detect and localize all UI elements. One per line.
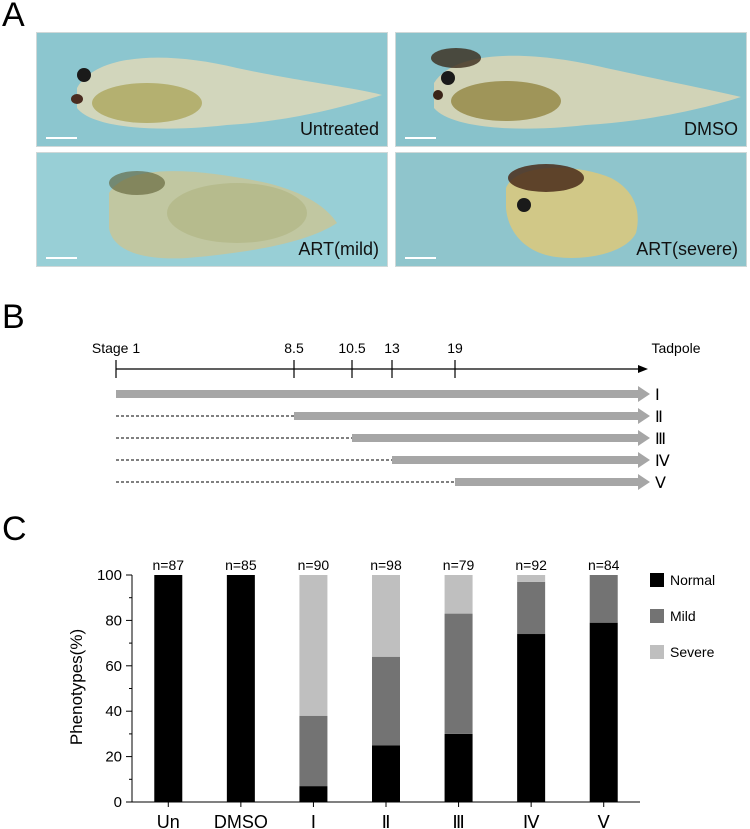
phenotype-chart: Phenotypes(%) 0 20 40 60 80 100 n=87 n=85 n=90 n… bbox=[67, 557, 715, 829]
photo-art-severe: ART(severe) bbox=[395, 152, 747, 267]
legend-swatch-mild bbox=[650, 609, 664, 623]
sample-size-label: n=85 bbox=[225, 557, 257, 573]
treatment-arrowhead bbox=[638, 430, 650, 446]
bar-segment-severe bbox=[372, 575, 400, 657]
tadpole-illustration bbox=[396, 153, 746, 266]
treatment-roman-label: Ⅲ bbox=[655, 431, 666, 448]
bar-segment-normal bbox=[226, 575, 255, 802]
photo-dmso: DMSO bbox=[395, 32, 747, 147]
photo-label: ART(mild) bbox=[298, 239, 379, 259]
scale-bar bbox=[46, 257, 77, 259]
sample-size-label: n=90 bbox=[298, 557, 330, 573]
tadpole-illustration bbox=[396, 33, 746, 146]
treatment-period-bar bbox=[352, 434, 638, 442]
bar-segment-severe bbox=[517, 575, 546, 582]
x-tick-label: Ⅴ bbox=[598, 812, 611, 829]
photo-label: Untreated bbox=[299, 119, 379, 139]
bar-segment-mild bbox=[444, 613, 473, 734]
bar-segment-mild bbox=[517, 581, 546, 635]
panel-letter-b: B bbox=[2, 298, 25, 336]
x-tick-label: Ⅱ bbox=[382, 812, 391, 829]
bar-segment-normal bbox=[444, 733, 473, 802]
x-tick-label: Ⅰ bbox=[311, 812, 316, 829]
treatment-roman-label: Ⅱ bbox=[655, 409, 663, 426]
x-tick-label: Un bbox=[157, 812, 180, 829]
sample-size-label: n=87 bbox=[153, 557, 185, 573]
timeline-tick-label: 13 bbox=[384, 340, 400, 356]
y-axis-label: Phenotypes(%) bbox=[67, 629, 86, 745]
legend-label-mild: Mild bbox=[670, 608, 696, 624]
scale-bar bbox=[405, 257, 436, 259]
legend-swatch-normal bbox=[650, 573, 664, 587]
photo-art-mild: ART(mild) bbox=[36, 152, 388, 267]
treatment-roman-label: Ⅰ bbox=[655, 387, 660, 404]
timeline-tick-label: 8.5 bbox=[284, 340, 304, 356]
sample-size-label: n=79 bbox=[443, 557, 475, 573]
treatment-arrowhead bbox=[638, 474, 650, 490]
treatment-arrowhead bbox=[638, 408, 650, 424]
y-tick-label: 40 bbox=[105, 703, 122, 720]
x-tick-label: Ⅳ bbox=[523, 812, 540, 829]
sample-size-label: n=98 bbox=[370, 557, 402, 573]
bar-segment-normal bbox=[372, 745, 400, 802]
photo-label: ART(severe) bbox=[636, 239, 738, 259]
bar-segment-severe bbox=[299, 575, 328, 716]
legend-label-normal: Normal bbox=[670, 572, 715, 588]
x-tick-label: DMSO bbox=[214, 812, 268, 829]
bar-segment-mild bbox=[299, 715, 328, 787]
scale-bar bbox=[46, 137, 77, 139]
treatment-period-bar bbox=[294, 412, 638, 420]
timeline-tick-label: 10.5 bbox=[338, 340, 365, 356]
y-tick-label: 80 bbox=[105, 612, 122, 629]
treatment-arrowhead bbox=[638, 386, 650, 402]
photo-label: DMSO bbox=[684, 119, 738, 139]
bar-segment-normal bbox=[299, 786, 328, 802]
sample-size-label: n=84 bbox=[588, 557, 620, 573]
x-tick-label: Ⅲ bbox=[452, 812, 464, 829]
legend-swatch-severe bbox=[650, 645, 664, 659]
bar-segment-normal bbox=[154, 575, 183, 802]
photo-untreated: Untreated bbox=[36, 32, 388, 147]
timeline-end-label: Tadpole bbox=[651, 340, 700, 356]
treatment-period-bar bbox=[116, 390, 638, 398]
panel-letter-c: C bbox=[2, 510, 27, 548]
treatment-roman-label: Ⅳ bbox=[655, 453, 670, 470]
y-tick-label: 20 bbox=[105, 749, 122, 766]
legend-label-severe: Severe bbox=[670, 644, 715, 660]
treatment-arrowhead bbox=[638, 452, 650, 468]
treatment-roman-label: Ⅴ bbox=[655, 475, 666, 492]
bar-segment-mild bbox=[589, 575, 618, 623]
timeline-tick-label: 19 bbox=[447, 340, 463, 356]
treatment-period-bar bbox=[455, 478, 638, 486]
tadpole-illustration bbox=[37, 153, 387, 266]
timeline-start-label: Stage 1 bbox=[92, 340, 140, 356]
bar-segment-severe bbox=[444, 575, 473, 614]
y-tick-label: 100 bbox=[97, 567, 122, 584]
treatment-period-bar bbox=[392, 456, 638, 464]
panel-letter-a: A bbox=[2, 0, 25, 34]
bar-segment-normal bbox=[517, 634, 546, 802]
y-tick-label: 0 bbox=[114, 794, 122, 811]
tadpole-illustration bbox=[37, 33, 387, 146]
y-tick-label: 60 bbox=[105, 658, 122, 675]
bar-segment-mild bbox=[372, 656, 400, 746]
bar-segment-normal bbox=[589, 622, 618, 802]
timeline-axis-arrowhead bbox=[638, 365, 648, 373]
sample-size-label: n=92 bbox=[515, 557, 547, 573]
scale-bar bbox=[405, 137, 436, 139]
treatment-timeline: Stage 1 Tadpole 8.5 10.5 13 19 Ⅰ Ⅱ Ⅲ Ⅳ Ⅴ bbox=[92, 340, 701, 492]
